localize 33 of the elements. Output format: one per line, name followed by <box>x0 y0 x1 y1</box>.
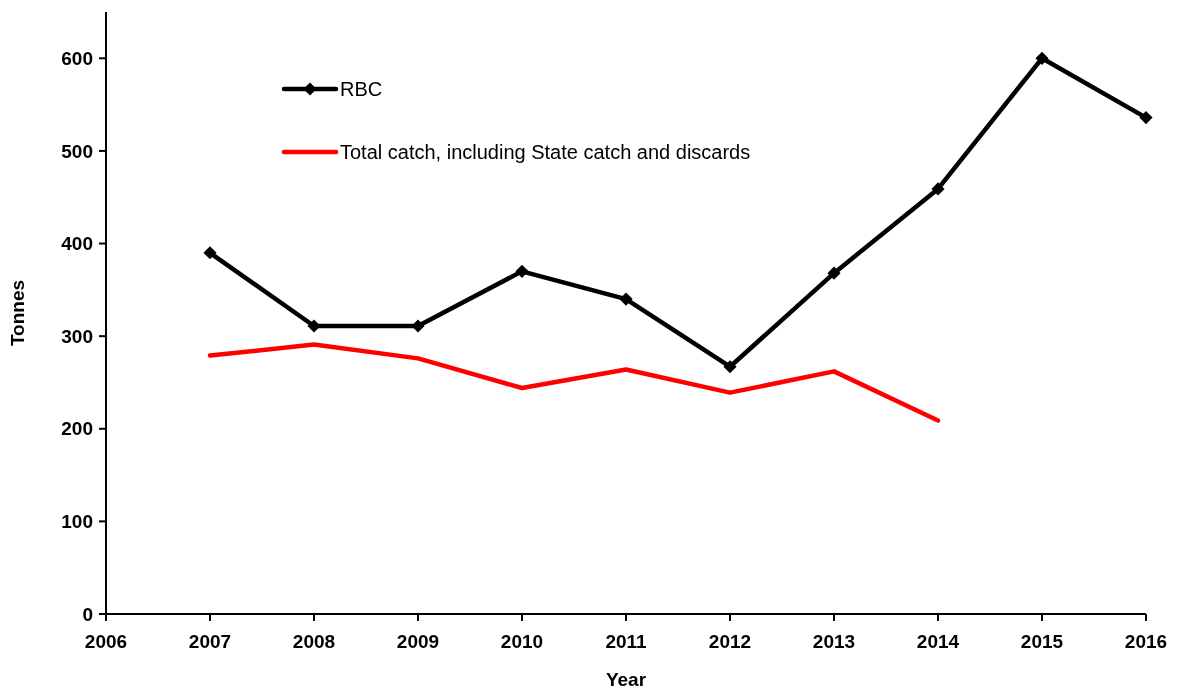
x-axis-title: Year <box>605 669 647 690</box>
x-tick-label: 2014 <box>916 631 960 652</box>
x-tick-label: 2010 <box>500 631 544 652</box>
x-tick-label: 2013 <box>812 631 856 652</box>
x-tick-label: 2012 <box>708 631 752 652</box>
point <box>931 182 945 196</box>
y-tick-label: 300 <box>61 325 93 347</box>
y-tick-label: 200 <box>61 418 93 440</box>
point <box>827 266 841 280</box>
legend-label: Total catch, including State catch and discards <box>340 141 751 163</box>
point <box>515 264 529 278</box>
x-tick-label: 2008 <box>292 631 336 652</box>
point <box>619 292 633 306</box>
point <box>723 360 737 374</box>
x-tick-label: 2006 <box>84 631 128 652</box>
y-tick-label: 600 <box>61 47 93 69</box>
point <box>411 319 425 333</box>
y-axis-title: Tonnes <box>7 279 28 347</box>
x-tick-label: 2011 <box>605 631 648 652</box>
x-tick-label: 2007 <box>188 631 232 652</box>
x-tick-label: 2015 <box>1020 631 1064 652</box>
y-tick-label: 0 <box>82 603 93 625</box>
point <box>1035 51 1049 65</box>
line-series <box>207 342 941 423</box>
point <box>203 246 217 260</box>
y-tick-label: 500 <box>61 140 93 162</box>
y-tick-label: 400 <box>61 233 93 255</box>
point <box>307 319 321 333</box>
y-tick-label: 100 <box>61 511 93 533</box>
x-tick-label: 2016 <box>1124 631 1168 652</box>
point <box>1139 111 1153 125</box>
legend-label: RBC <box>340 78 383 100</box>
x-tick-label: 2009 <box>396 631 440 652</box>
